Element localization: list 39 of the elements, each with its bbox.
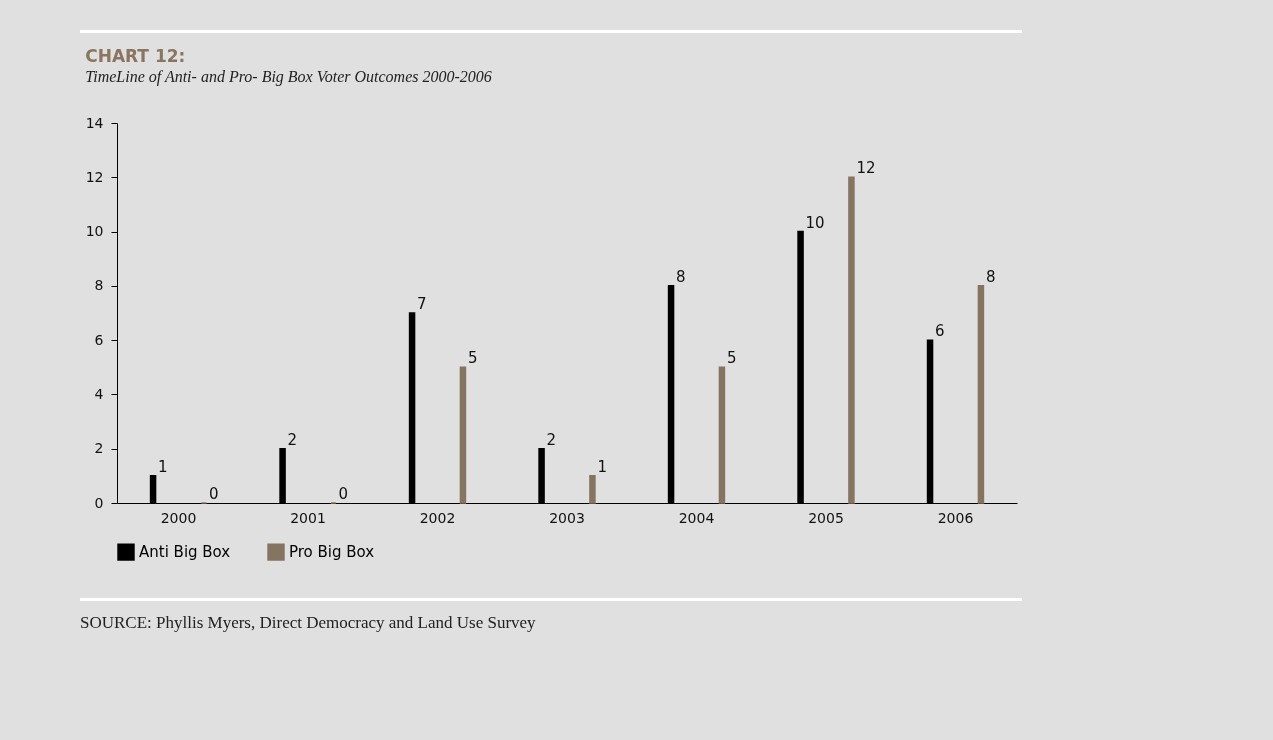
data-label: 10 (805, 213, 825, 232)
x-tick-label: 2000 (160, 509, 197, 526)
x-tick-label: 2004 (678, 509, 715, 526)
data-label: 2 (546, 430, 557, 449)
data-label: 2 (287, 430, 298, 449)
data-label: 7 (417, 295, 427, 313)
data-label: 1 (158, 457, 168, 476)
y-tick-label: 4 (94, 385, 104, 402)
x-tick-label: 2003 (549, 509, 585, 526)
bar (459, 366, 467, 504)
legend-label: Anti Big Box (139, 543, 231, 562)
y-tick-label: 6 (94, 331, 104, 348)
y-tick-label: 12 (85, 168, 104, 185)
data-label: 8 (985, 267, 996, 286)
x-tick-label: 2006 (937, 509, 974, 526)
data-label: 5 (726, 349, 737, 368)
chart-title: CHART 12: (85, 46, 186, 66)
x-tick-label: 2002 (419, 509, 456, 526)
data-label: 12 (856, 159, 876, 178)
y-tick-label: 14 (85, 114, 104, 131)
data-label: 8 (676, 267, 686, 286)
y-tick-label: 2 (94, 440, 104, 457)
source-note: SOURCE: Phyllis Myers, Direct Democracy and Land Use Survey (80, 613, 537, 633)
legend-label: Pro Big Box (289, 543, 375, 562)
bar (848, 176, 855, 504)
y-tick-label: 10 (85, 223, 104, 240)
y-tick-label: 8 (94, 277, 104, 294)
chart-subtitle: TimeLine of Anti- and Pro- Big Box Voter Outcomes 2000-2006 (85, 68, 492, 86)
x-tick-label: 2005 (808, 509, 844, 526)
bar (718, 366, 726, 504)
data-label: 5 (467, 349, 478, 368)
bar (589, 475, 596, 504)
data-label: 0 (338, 485, 348, 503)
bar (977, 285, 985, 504)
x-tick-label: 2001 (290, 509, 326, 526)
data-label: 6 (935, 322, 945, 341)
data-label: 1 (597, 457, 607, 476)
y-tick-label: 0 (94, 494, 104, 511)
data-label: 0 (208, 485, 219, 503)
